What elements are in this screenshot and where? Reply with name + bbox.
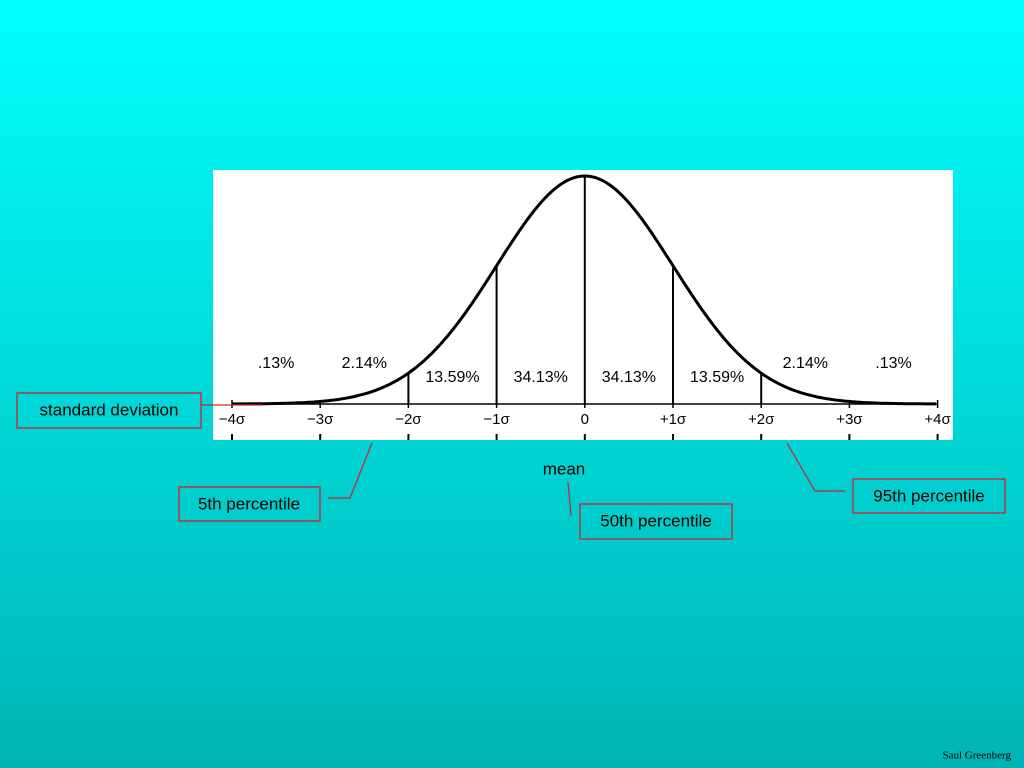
leader-line (567, 481, 572, 517)
callout-box (16, 392, 202, 429)
callout-text: 50th percentile (600, 511, 712, 530)
axis-label: +4σ (924, 411, 951, 428)
region-label: .13% (875, 355, 911, 372)
callout-text: 5th percentile (198, 494, 300, 513)
callout-box (852, 478, 1006, 514)
callout-text: mean (543, 459, 586, 478)
region-label: 34.13% (602, 369, 656, 386)
axis-label: +2σ (748, 411, 775, 428)
region-label: 2.14% (342, 355, 387, 372)
region-label: 13.59% (425, 369, 479, 386)
region-label: .13% (258, 355, 294, 372)
region-label: 2.14% (783, 355, 828, 372)
axis-label: 0 (581, 411, 589, 428)
callout-box (579, 503, 733, 540)
region-label: 34.13% (514, 369, 568, 386)
leader-line (328, 442, 373, 499)
callout-text: 95th percentile (873, 486, 985, 505)
callout-box (178, 486, 321, 522)
region-label: 13.59% (690, 369, 744, 386)
axis-label: −1σ (483, 411, 510, 428)
axis-label: −2σ (395, 411, 422, 428)
callout-text: standard deviation (40, 400, 179, 419)
leader-line (786, 442, 845, 492)
footer: Saul Greenberg (942, 750, 1011, 762)
axis-label: −4σ (219, 411, 246, 428)
normal-curve-figure: −4σ −3σ −2σ −1σ 0 +1σ +2σ +3σ +4σ .13% 2.14% 13.59%… (219, 174, 952, 440)
figure-panel (213, 170, 953, 440)
axis-label: +3σ (836, 411, 863, 428)
axis-label: −3σ (307, 411, 334, 428)
axis-label: +1σ (660, 411, 687, 428)
